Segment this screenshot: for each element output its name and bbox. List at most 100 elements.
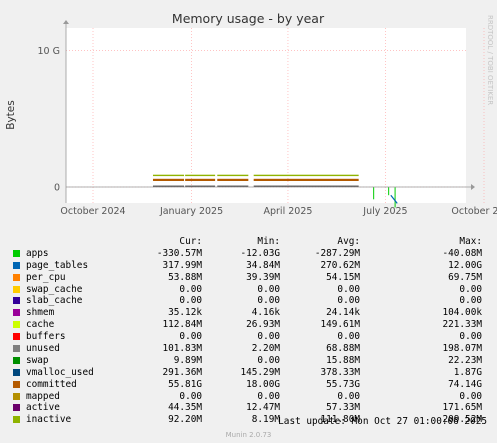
legend-swatch — [13, 380, 20, 388]
legend-value: 55.73G — [326, 378, 360, 390]
legend-header: Min: — [257, 236, 280, 247]
legend-label: buffers — [26, 331, 66, 343]
y-tick-label: 10 G — [38, 46, 60, 57]
y-axis-label: Bytes — [5, 100, 17, 129]
legend-value: 74.14G — [448, 378, 482, 390]
legend-value: 12.47M — [246, 402, 280, 414]
legend-swatch — [13, 333, 20, 341]
legend-swatch — [13, 404, 20, 412]
legend-value: 22.23M — [448, 354, 482, 366]
munin-version: Munin 2.0.73 — [225, 431, 272, 439]
y-tick-label: 0 — [54, 183, 60, 194]
band-baseline — [253, 185, 359, 187]
legend-value: 0.00 — [257, 295, 280, 307]
legend-value: 111.80M — [320, 414, 360, 426]
legend-value: 8.19M — [251, 414, 280, 426]
legend-swatch — [13, 273, 20, 281]
legend-label: cache — [26, 319, 55, 331]
band-baseline — [152, 185, 185, 187]
legend-value: 1.87G — [453, 366, 482, 378]
series-marks — [152, 174, 398, 208]
legend-value: 317.99M — [162, 259, 202, 271]
x-tick-label: April 2025 — [264, 206, 313, 217]
legend-value: 68.88M — [326, 343, 360, 355]
legend-value: 171.65M — [442, 402, 482, 414]
legend-swatch — [13, 309, 20, 317]
legend-header: Avg: — [337, 236, 360, 247]
x-tick-label: January 2025 — [159, 206, 223, 217]
legend-value: -287.29M — [314, 247, 360, 259]
band-inactive — [152, 174, 185, 177]
band-committed-lower — [217, 178, 249, 181]
x-tick-label: July 2025 — [362, 206, 407, 217]
legend-value: 104.00k — [442, 307, 482, 319]
legend-value: 55.81G — [168, 378, 202, 390]
legend-value: 0.00 — [257, 283, 280, 295]
y-axis-arrow — [63, 20, 69, 24]
chart-title: Memory usage - by year — [172, 11, 325, 26]
legend-value: 57.33M — [326, 402, 360, 414]
legend-label: inactive — [26, 414, 72, 426]
legend-value: 24.14k — [326, 307, 360, 319]
legend-value: 54.15M — [326, 271, 360, 283]
x-tick-label: October 2025 — [451, 206, 497, 217]
legend-swatch — [13, 285, 20, 293]
legend-value: 35.12k — [168, 307, 202, 319]
legend-swatch — [13, 368, 20, 376]
legend-label: apps — [26, 247, 49, 259]
axes — [63, 20, 475, 203]
legend-value: 0.00 — [337, 331, 360, 343]
legend-swatch — [13, 416, 20, 424]
legend-label: per_cpu — [26, 271, 66, 283]
legend-swatch — [13, 392, 20, 400]
x-tick-label: October 2024 — [60, 206, 125, 217]
legend-value: 0.00 — [459, 283, 482, 295]
legend-label: unused — [26, 343, 60, 355]
page-tables-tail — [390, 194, 398, 204]
legend-value: 0.00 — [459, 331, 482, 343]
legend-label: shmem — [26, 307, 55, 319]
legend-value: 0.00 — [459, 295, 482, 307]
band-baseline — [185, 185, 216, 187]
legend-value: 69.75M — [448, 271, 482, 283]
legend-value: -40.08M — [442, 247, 482, 259]
legend-value: 2.20M — [251, 343, 280, 355]
band-committed-lower — [152, 178, 185, 181]
legend-swatch — [13, 345, 20, 353]
legend-value: 0.00 — [179, 283, 202, 295]
legend-swatch — [13, 261, 20, 269]
legend-label: mapped — [26, 390, 60, 402]
legend-value: 0.00 — [337, 390, 360, 402]
legend-value: 198.07M — [442, 343, 482, 355]
legend-value: 378.33M — [320, 366, 360, 378]
legend-value: 209.52M — [442, 414, 482, 426]
x-axis-arrow — [471, 184, 475, 190]
legend-label: swap_cache — [26, 283, 83, 295]
legend-value: 0.00 — [459, 390, 482, 402]
legend-value: 291.36M — [162, 366, 202, 378]
legend-label: slab_cache — [26, 295, 83, 307]
legend-header: Max: — [459, 236, 482, 247]
legend-value: 15.88M — [326, 354, 360, 366]
legend-label: committed — [26, 378, 77, 390]
legend-value: 53.88M — [168, 271, 202, 283]
legend-value: 34.84M — [246, 259, 280, 271]
legend-value: 145.29M — [240, 366, 280, 378]
legend-value: -330.57M — [156, 247, 202, 259]
legend-value: 0.00 — [257, 390, 280, 402]
watermark: RRDTOOL / TOBI OETIKER — [486, 15, 494, 105]
legend-value: 12.00G — [448, 259, 482, 271]
legend-header: Cur: — [179, 236, 202, 247]
legend-label: swap — [26, 354, 49, 366]
band-baseline — [217, 185, 249, 187]
legend-value: 0.00 — [179, 331, 202, 343]
last-update: Last update: Mon Oct 27 01:00:06 2025 — [278, 416, 487, 427]
legend-value: 26.93M — [246, 319, 280, 331]
band-inactive — [185, 174, 216, 177]
legend-value: 0.00 — [337, 295, 360, 307]
legend-swatch — [13, 297, 20, 305]
legend-swatch — [13, 249, 20, 257]
legend-value: 0.00 — [337, 283, 360, 295]
